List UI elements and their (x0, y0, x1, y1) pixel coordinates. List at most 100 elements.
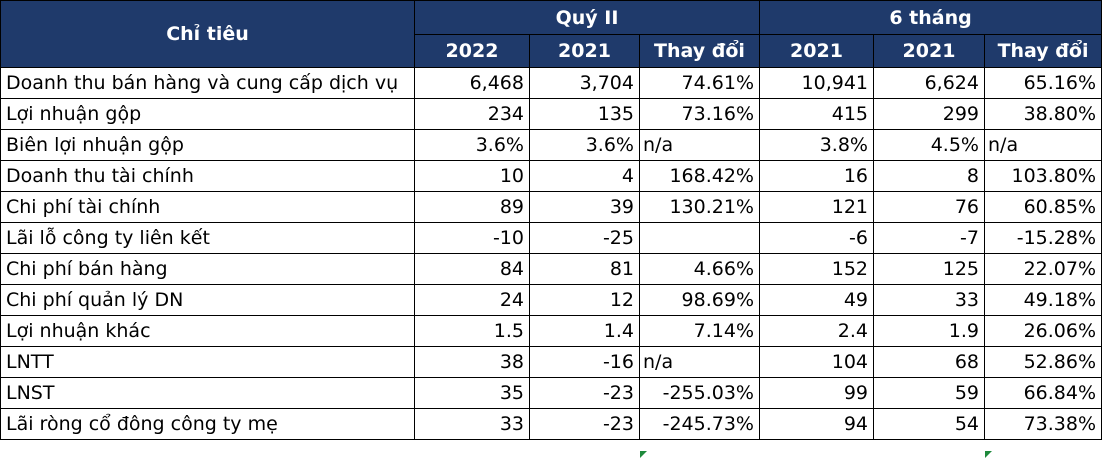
cell-q2-2021[interactable]: 1.4 (529, 315, 640, 347)
cell-indicator[interactable]: LNTT (0, 346, 415, 378)
table-row: Doanh thu bán hàng và cung cấp dịch vụ 6,… (0, 67, 1103, 99)
cell-6m-2021-b[interactable]: 8 (873, 160, 985, 192)
cell-6m-2021-b[interactable]: 299 (873, 98, 985, 130)
table-row: LNTT 38 -16 n/a 104 68 52.86% (0, 346, 1103, 378)
cell-6m-change[interactable]: 49.18% (983, 284, 1103, 316)
cell-6m-2021-b[interactable]: 4.5% (873, 129, 985, 161)
cell-q2-change[interactable]: 74.61% (639, 67, 760, 99)
cell-q2-2022[interactable]: 1.5 (414, 315, 530, 347)
cell-q2-2021[interactable]: 12 (529, 284, 640, 316)
cell-6m-change[interactable]: -15.28% (983, 222, 1103, 254)
cell-6m-2021-a[interactable]: 3.8% (759, 129, 874, 161)
header-row-groups: Chỉ tiêu Quý II 6 tháng (0, 0, 1103, 68)
cell-indicator[interactable]: Lãi ròng cổ đông công ty mẹ (0, 408, 415, 440)
cell-q2-change[interactable]: -245.73% (639, 408, 760, 440)
cell-q2-2022[interactable]: 234 (414, 98, 530, 130)
cell-6m-change[interactable]: 103.80% (983, 160, 1103, 192)
cell-6m-2021-a[interactable]: 10,941 (759, 67, 874, 99)
cell-q2-2022[interactable]: -10 (414, 222, 530, 254)
cell-q2-change[interactable]: n/a (639, 129, 760, 161)
cell-q2-2022[interactable]: 84 (414, 253, 530, 285)
cell-6m-2021-a[interactable]: 94 (759, 408, 874, 440)
cell-6m-2021-a[interactable]: 16 (759, 160, 874, 192)
cell-6m-2021-b[interactable]: 33 (873, 284, 985, 316)
cell-q2-change[interactable]: 4.66% (639, 253, 760, 285)
cell-6m-change[interactable]: 65.16% (983, 67, 1103, 99)
cell-indicator[interactable]: Lợi nhuận gộp (0, 98, 415, 130)
header-group-q2[interactable]: Quý II (414, 0, 760, 35)
cell-q2-change[interactable]: 130.21% (639, 191, 760, 223)
header-6m-2021-a[interactable]: 2021 (759, 34, 874, 68)
cell-6m-2021-b[interactable]: 6,624 (873, 67, 985, 99)
cell-q2-change[interactable]: -255.03% (639, 377, 760, 409)
cell-q2-2021[interactable]: 3.6% (529, 129, 640, 161)
header-q2-2021[interactable]: 2021 (529, 34, 640, 68)
cell-q2-change[interactable]: 98.69% (639, 284, 760, 316)
cell-6m-change[interactable]: 22.07% (983, 253, 1103, 285)
cell-q2-2022[interactable]: 3.6% (414, 129, 530, 161)
header-indicator[interactable]: Chỉ tiêu (0, 0, 415, 68)
cell-6m-2021-a[interactable]: 415 (759, 98, 874, 130)
header-6m-2021-b[interactable]: 2021 (873, 34, 985, 68)
error-indicator-icon (640, 451, 647, 458)
cell-indicator[interactable]: Chi phí tài chính (0, 191, 415, 223)
cell-6m-2021-a[interactable]: 152 (759, 253, 874, 285)
cell-q2-change[interactable] (639, 222, 760, 254)
cell-q2-2021[interactable]: 4 (529, 160, 640, 192)
header-row-years: 2022 2021 Thay đổi 2021 2021 Thay đổi (1, 34, 1103, 68)
cell-6m-change[interactable]: 73.38% (983, 408, 1103, 440)
cell-q2-change[interactable]: 7.14% (639, 315, 760, 347)
cell-6m-2021-a[interactable]: 99 (759, 377, 874, 409)
cell-6m-2021-a[interactable]: 121 (759, 191, 874, 223)
cell-6m-2021-b[interactable]: 1.9 (873, 315, 985, 347)
cell-q2-2021[interactable]: -25 (529, 222, 640, 254)
cell-indicator[interactable]: LNST (0, 377, 415, 409)
cell-indicator[interactable]: Biên lợi nhuận gộp (0, 129, 415, 161)
cell-q2-2021[interactable]: 39 (529, 191, 640, 223)
cell-q2-change[interactable]: 73.16% (639, 98, 760, 130)
table-row: Chi phí tài chính 89 39 130.21% 121 76 60.85% (0, 191, 1103, 223)
cell-q2-2021[interactable]: 3,704 (529, 67, 640, 99)
cell-6m-2021-b[interactable]: 68 (873, 346, 985, 378)
cell-q2-2021[interactable]: -16 (529, 346, 640, 378)
header-q2-2022[interactable]: 2022 (414, 34, 530, 68)
cell-6m-2021-b[interactable]: 59 (873, 377, 985, 409)
cell-q2-change[interactable]: 168.42% (639, 160, 760, 192)
header-q2-change[interactable]: Thay đổi (639, 34, 760, 68)
cell-6m-2021-a[interactable]: 104 (759, 346, 874, 378)
cell-6m-change[interactable]: n/a (983, 129, 1103, 161)
cell-indicator[interactable]: Lãi lỗ công ty liên kết (0, 222, 415, 254)
header-6m-change[interactable]: Thay đổi (983, 34, 1103, 68)
table-row: LNST 35 -23 -255.03% 99 59 66.84% (0, 377, 1103, 409)
cell-q2-2022[interactable]: 10 (414, 160, 530, 192)
cell-6m-change[interactable]: 52.86% (983, 346, 1103, 378)
header-group-6-months[interactable]: 6 tháng (758, 0, 1103, 35)
cell-q2-2021[interactable]: -23 (529, 377, 640, 409)
cell-6m-2021-b[interactable]: 125 (873, 253, 985, 285)
cell-6m-change[interactable]: 60.85% (983, 191, 1103, 223)
cell-6m-2021-a[interactable]: 49 (759, 284, 874, 316)
cell-q2-2022[interactable]: 35 (414, 377, 530, 409)
cell-6m-change[interactable]: 26.06% (983, 315, 1103, 347)
cell-6m-change[interactable]: 66.84% (983, 377, 1103, 409)
cell-q2-2022[interactable]: 24 (414, 284, 530, 316)
cell-q2-2022[interactable]: 89 (414, 191, 530, 223)
cell-6m-2021-b[interactable]: 54 (873, 408, 985, 440)
cell-6m-2021-a[interactable]: -6 (759, 222, 874, 254)
cell-q2-change[interactable]: n/a (639, 346, 760, 378)
cell-q2-2022[interactable]: 33 (414, 408, 530, 440)
cell-6m-2021-b[interactable]: -7 (873, 222, 985, 254)
cell-indicator[interactable]: Doanh thu tài chính (0, 160, 415, 192)
cell-q2-2021[interactable]: 135 (529, 98, 640, 130)
cell-indicator[interactable]: Chi phí bán hàng (0, 253, 415, 285)
cell-6m-change[interactable]: 38.80% (983, 98, 1103, 130)
cell-indicator[interactable]: Lợi nhuận khác (0, 315, 415, 347)
cell-q2-2021[interactable]: 81 (529, 253, 640, 285)
cell-indicator[interactable]: Doanh thu bán hàng và cung cấp dịch vụ (0, 67, 415, 99)
cell-indicator[interactable]: Chi phí quản lý DN (0, 284, 415, 316)
cell-6m-2021-a[interactable]: 2.4 (759, 315, 874, 347)
cell-q2-2021[interactable]: -23 (529, 408, 640, 440)
cell-6m-2021-b[interactable]: 76 (873, 191, 985, 223)
cell-q2-2022[interactable]: 6,468 (414, 67, 530, 99)
cell-q2-2022[interactable]: 38 (414, 346, 530, 378)
